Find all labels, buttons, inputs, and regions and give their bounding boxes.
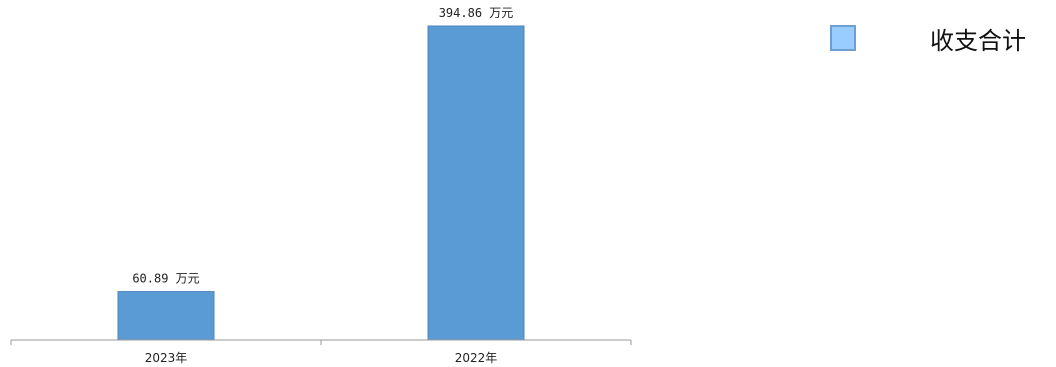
data-label-2023年: 60.89 万元 bbox=[132, 272, 199, 286]
legend-swatch bbox=[830, 25, 856, 51]
plot-area: 60.89 万元 2023年 394.86 万元 2022年 bbox=[11, 6, 631, 365]
legend-label: 收支合计 bbox=[930, 21, 1026, 56]
bar-chart: 60.89 万元 2023年 394.86 万元 2022年 bbox=[0, 0, 700, 367]
bar-2023年 bbox=[118, 292, 214, 340]
data-label-2022年: 394.86 万元 bbox=[439, 6, 514, 20]
x-tick-label-2022年: 2022年 bbox=[455, 351, 498, 365]
legend: 收支合计 bbox=[830, 22, 1026, 54]
bar-2022年 bbox=[428, 26, 524, 340]
x-tick-label-2023年: 2023年 bbox=[145, 351, 188, 365]
